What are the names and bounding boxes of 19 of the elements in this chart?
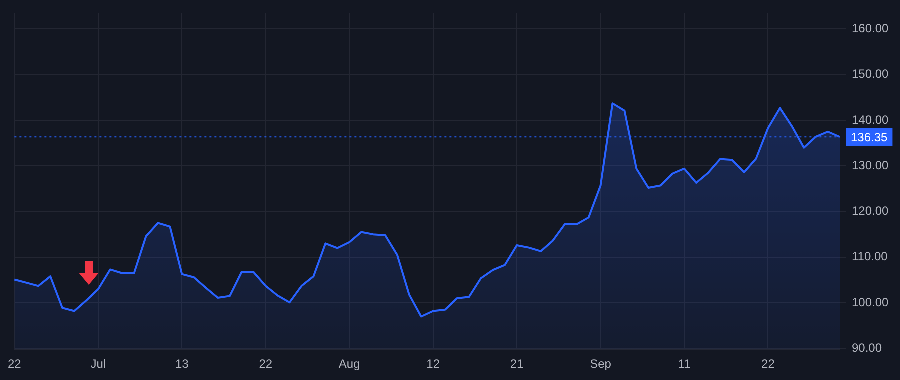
x-tick-label: 13 (175, 357, 190, 372)
x-tick-label: 22 (259, 357, 273, 372)
ref-line-label: 136.35 (851, 130, 888, 144)
y-tick-label: 130.00 (852, 158, 890, 172)
y-tick-label: 90.00 (852, 341, 882, 355)
y-tick-label: 120.00 (852, 204, 890, 218)
x-tick-label: 22 (8, 357, 22, 372)
y-tick-label: 110.00 (852, 250, 888, 264)
x-tick-label: Sep (590, 357, 612, 372)
x-tick-label: 21 (510, 357, 524, 372)
y-tick-label: 160.00 (852, 21, 890, 36)
y-tick-label: 100.00 (852, 295, 890, 310)
x-tick-label: 22 (762, 357, 776, 372)
x-tick-label: 11 (678, 357, 692, 372)
x-tick-label: Jul (90, 357, 106, 372)
x-tick-label: 12 (426, 357, 440, 372)
y-tick-label: 140.00 (852, 112, 890, 127)
y-tick-label: 150.00 (852, 67, 890, 82)
x-tick-label: Aug (338, 357, 360, 372)
